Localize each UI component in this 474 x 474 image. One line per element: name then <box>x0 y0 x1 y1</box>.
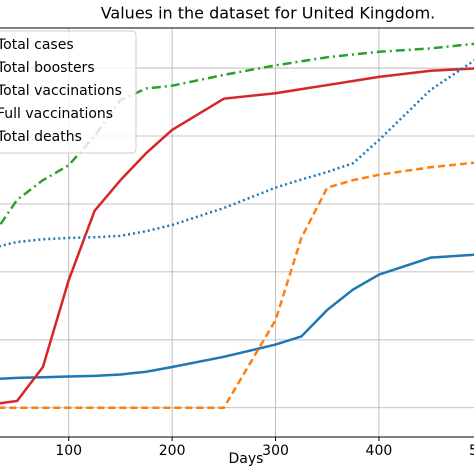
legend <box>0 30 137 154</box>
legend-label: Total vaccinations <box>0 83 122 99</box>
chart-title: Values in the dataset for United Kingdom… <box>101 4 436 23</box>
x-tick-label: 200 <box>159 443 186 459</box>
legend-label: Full vaccinations <box>0 106 113 122</box>
x-tick-label: 100 <box>55 443 82 459</box>
x-axis-label: Days <box>229 451 264 467</box>
x-tick-label: 300 <box>262 443 289 459</box>
x-tick-label: 400 <box>366 443 393 459</box>
x-tick-label: 500 <box>469 443 474 459</box>
plot-frame <box>0 27 474 438</box>
series-line <box>0 42 474 228</box>
series-line <box>0 161 474 410</box>
legend-label: Total deaths <box>0 129 82 145</box>
legend-label: Total boosters <box>0 60 95 76</box>
series-line <box>0 59 474 248</box>
series-line <box>0 67 474 405</box>
legend-label: Total cases <box>0 37 74 53</box>
